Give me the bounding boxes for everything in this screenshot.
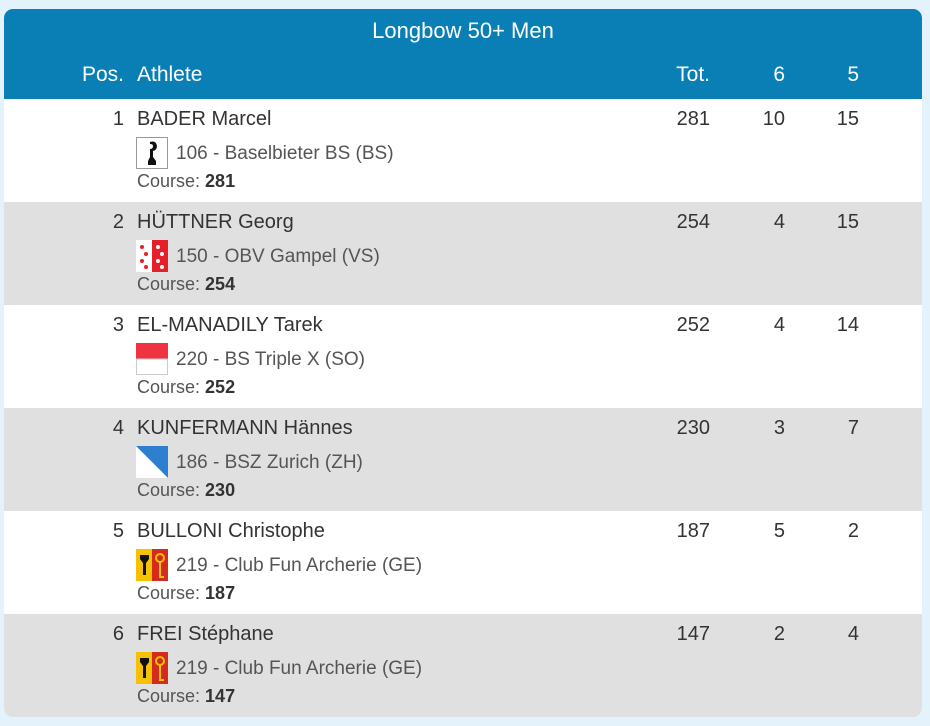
flag-icon <box>136 549 168 581</box>
flag-icon <box>136 240 168 272</box>
column-header: Tot. <box>676 63 710 86</box>
count-6: 4 <box>773 314 785 336</box>
position: 2 <box>112 211 124 233</box>
column-header: Pos. <box>81 63 124 86</box>
table-row: 5 BULLONI Christophe 187 5 2 219 - Club Fun A… <box>4 511 922 614</box>
club-flag <box>136 343 168 380</box>
athlete-name: EL-MANADILY Tarek <box>137 314 323 336</box>
position: 6 <box>112 623 124 645</box>
table-header: Longbow 50+ Men Pos. Athlete Tot. 6 5 <box>4 9 922 99</box>
table-row: 4 KUNFERMANN Hännes 230 3 7 186 - BSZ Zurich … <box>4 408 922 511</box>
count-5: 15 <box>836 211 859 233</box>
club-flag <box>136 240 168 277</box>
course-score: 147 <box>205 686 236 706</box>
course-line: Course: 281 <box>137 171 235 192</box>
club-name: 219 - Club Fun Archerie (GE) <box>176 658 423 679</box>
athlete-name: BULLONI Christophe <box>137 520 325 542</box>
position: 3 <box>112 314 124 336</box>
flag-icon <box>136 343 168 375</box>
column-header: 6 <box>773 63 785 86</box>
position: 1 <box>112 108 124 130</box>
course-line: Course: 230 <box>137 480 235 501</box>
club-name: 219 - Club Fun Archerie (GE) <box>176 555 423 576</box>
total: 147 <box>676 623 710 645</box>
course-label: Course: <box>137 171 201 191</box>
count-6: 10 <box>762 108 785 130</box>
club-flag <box>136 549 168 586</box>
column-header: 5 <box>847 63 859 86</box>
count-6: 2 <box>773 623 785 645</box>
club-name: 186 - BSZ Zurich (ZH) <box>176 452 363 473</box>
course-label: Course: <box>137 686 201 706</box>
course-score: 254 <box>205 274 236 294</box>
count-5: 14 <box>836 314 859 336</box>
total: 187 <box>676 520 710 542</box>
course-line: Course: 254 <box>137 274 235 295</box>
count-6: 5 <box>773 520 785 542</box>
course-label: Course: <box>137 583 201 603</box>
table-row: 6 FREI Stéphane 147 2 4 219 - Club Fun Archer… <box>4 614 922 717</box>
course-score: 187 <box>205 583 236 603</box>
total: 252 <box>676 314 710 336</box>
table-title: Longbow 50+ Men <box>372 18 554 43</box>
course-label: Course: <box>137 377 201 397</box>
count-5: 7 <box>847 417 859 439</box>
course-line: Course: 187 <box>137 583 235 604</box>
club-flag <box>136 137 168 174</box>
position: 4 <box>112 417 124 439</box>
club-flag <box>136 652 168 689</box>
total: 254 <box>676 211 710 233</box>
count-6: 3 <box>773 417 785 439</box>
athlete-name: FREI Stéphane <box>137 623 274 645</box>
position: 5 <box>112 520 124 542</box>
course-line: Course: 252 <box>137 377 235 398</box>
count-5: 15 <box>836 108 859 130</box>
table-row: 2 HÜTTNER Georg 254 4 15 150 - OBV Gampel (VS… <box>4 202 922 305</box>
club-name: 150 - OBV Gampel (VS) <box>176 246 380 267</box>
table-row: 1 BADER Marcel 281 10 15 106 - Baselbieter BS… <box>4 99 922 202</box>
count-6: 4 <box>773 211 785 233</box>
count-5: 4 <box>847 623 859 645</box>
club-flag <box>136 446 168 483</box>
club-name: 220 - BS Triple X (SO) <box>176 349 366 370</box>
flag-icon <box>136 652 168 684</box>
count-5: 2 <box>847 520 859 542</box>
table-row: 3 EL-MANADILY Tarek 252 4 14 220 - BS Triple … <box>4 305 922 408</box>
course-score: 281 <box>205 171 236 191</box>
column-header: Athlete <box>137 63 203 86</box>
flag-icon <box>136 137 168 169</box>
athlete-name: HÜTTNER Georg <box>137 211 294 233</box>
course-label: Course: <box>137 480 201 500</box>
total: 230 <box>676 417 710 439</box>
course-line: Course: 147 <box>137 686 235 707</box>
flag-icon <box>136 446 168 478</box>
course-score: 252 <box>205 377 236 397</box>
athlete-name: KUNFERMANN Hännes <box>137 417 353 439</box>
course-label: Course: <box>137 274 201 294</box>
club-name: 106 - Baselbieter BS (BS) <box>176 143 394 164</box>
athlete-name: BADER Marcel <box>137 108 272 130</box>
total: 281 <box>676 108 710 130</box>
course-score: 230 <box>205 480 236 500</box>
